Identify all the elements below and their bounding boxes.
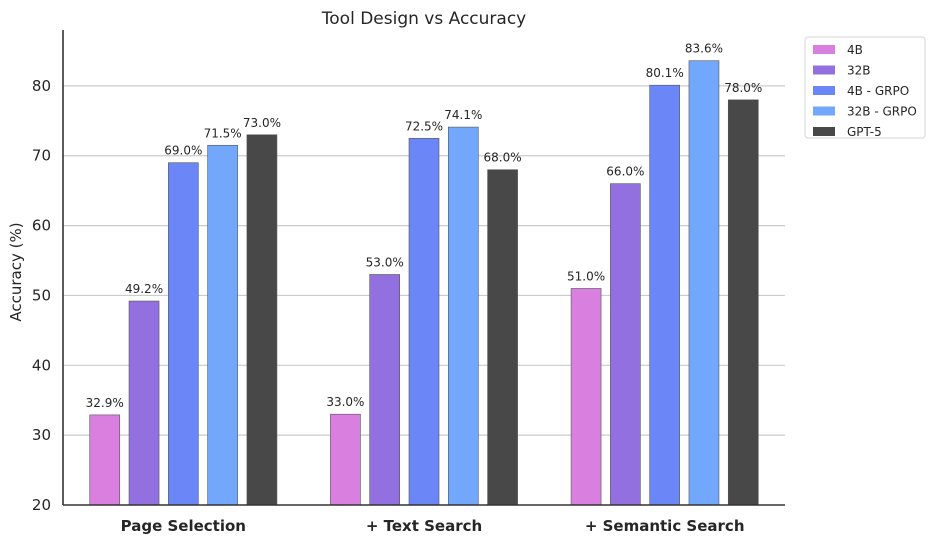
- legend-swatch: [813, 106, 835, 116]
- legend-label: 32B: [847, 64, 871, 78]
- legend-swatch: [813, 65, 835, 75]
- legend: 4B 32B 4B - GRPO 32B - GRPO GPT-5: [804, 36, 926, 139]
- data-label: 80.1%: [646, 66, 684, 80]
- bar: [610, 183, 641, 506]
- y-axis-label: Accuracy (%): [7, 222, 25, 321]
- y-tick-label: 60: [32, 217, 51, 235]
- bar: [570, 288, 602, 506]
- data-label: 71.5%: [204, 126, 242, 140]
- legend-swatch: [813, 86, 835, 95]
- legend-label: 4B - GRPO: [847, 84, 909, 98]
- bar: [649, 84, 680, 506]
- legend-label: GPT-5: [847, 125, 882, 139]
- y-tick-label: 80: [32, 77, 51, 95]
- x-tick-label: Page Selection: [121, 517, 246, 535]
- bars: 32.9% 49.2% 69.0%71.5%73.0% 33.0% 53.0% 72.5%…: [86, 42, 762, 506]
- legend-label: 32B - GRPO: [847, 105, 917, 119]
- legend-swatch: [813, 45, 835, 54]
- bar: [487, 169, 518, 506]
- data-label: 68.0%: [484, 151, 522, 165]
- data-label: 51.0%: [567, 269, 605, 283]
- data-label: 49.2%: [125, 282, 163, 296]
- bar: [688, 60, 720, 506]
- bar: [246, 134, 278, 506]
- chart-title: Tool Design vs Accuracy: [321, 9, 526, 29]
- data-label: 78.0%: [724, 81, 762, 95]
- bar: [408, 137, 440, 506]
- bar: [168, 162, 199, 506]
- bar: [330, 413, 361, 506]
- bar: [727, 99, 759, 506]
- data-label: 53.0%: [366, 255, 404, 269]
- x-tick-label: + Semantic Search: [585, 517, 745, 535]
- data-label: 32.9%: [86, 396, 124, 410]
- bar: [369, 274, 401, 506]
- legend-swatch: [813, 127, 835, 136]
- data-label: 66.0%: [606, 165, 644, 179]
- data-label: 73.0%: [243, 116, 281, 130]
- bar: [89, 414, 121, 506]
- y-tick-label: 30: [32, 426, 51, 444]
- x-tick-label: + Text Search: [366, 517, 482, 535]
- data-label: 33.0%: [326, 395, 364, 409]
- y-tick-label: 40: [32, 356, 51, 374]
- data-label: 74.1%: [444, 108, 482, 122]
- axes: 20 30 40 50 60 70 80 Page Selection + Text Searc…: [32, 30, 785, 535]
- bar: [128, 300, 160, 506]
- y-tick-label: 50: [32, 286, 51, 304]
- data-label: 69.0%: [164, 144, 202, 158]
- y-tick-label: 20: [32, 496, 51, 514]
- y-tick-label: 70: [32, 147, 51, 165]
- bar: [447, 126, 479, 506]
- data-label: 83.6%: [685, 42, 723, 56]
- legend-label: 4B: [847, 43, 863, 57]
- data-label: 72.5%: [405, 119, 443, 133]
- bar: [207, 144, 238, 506]
